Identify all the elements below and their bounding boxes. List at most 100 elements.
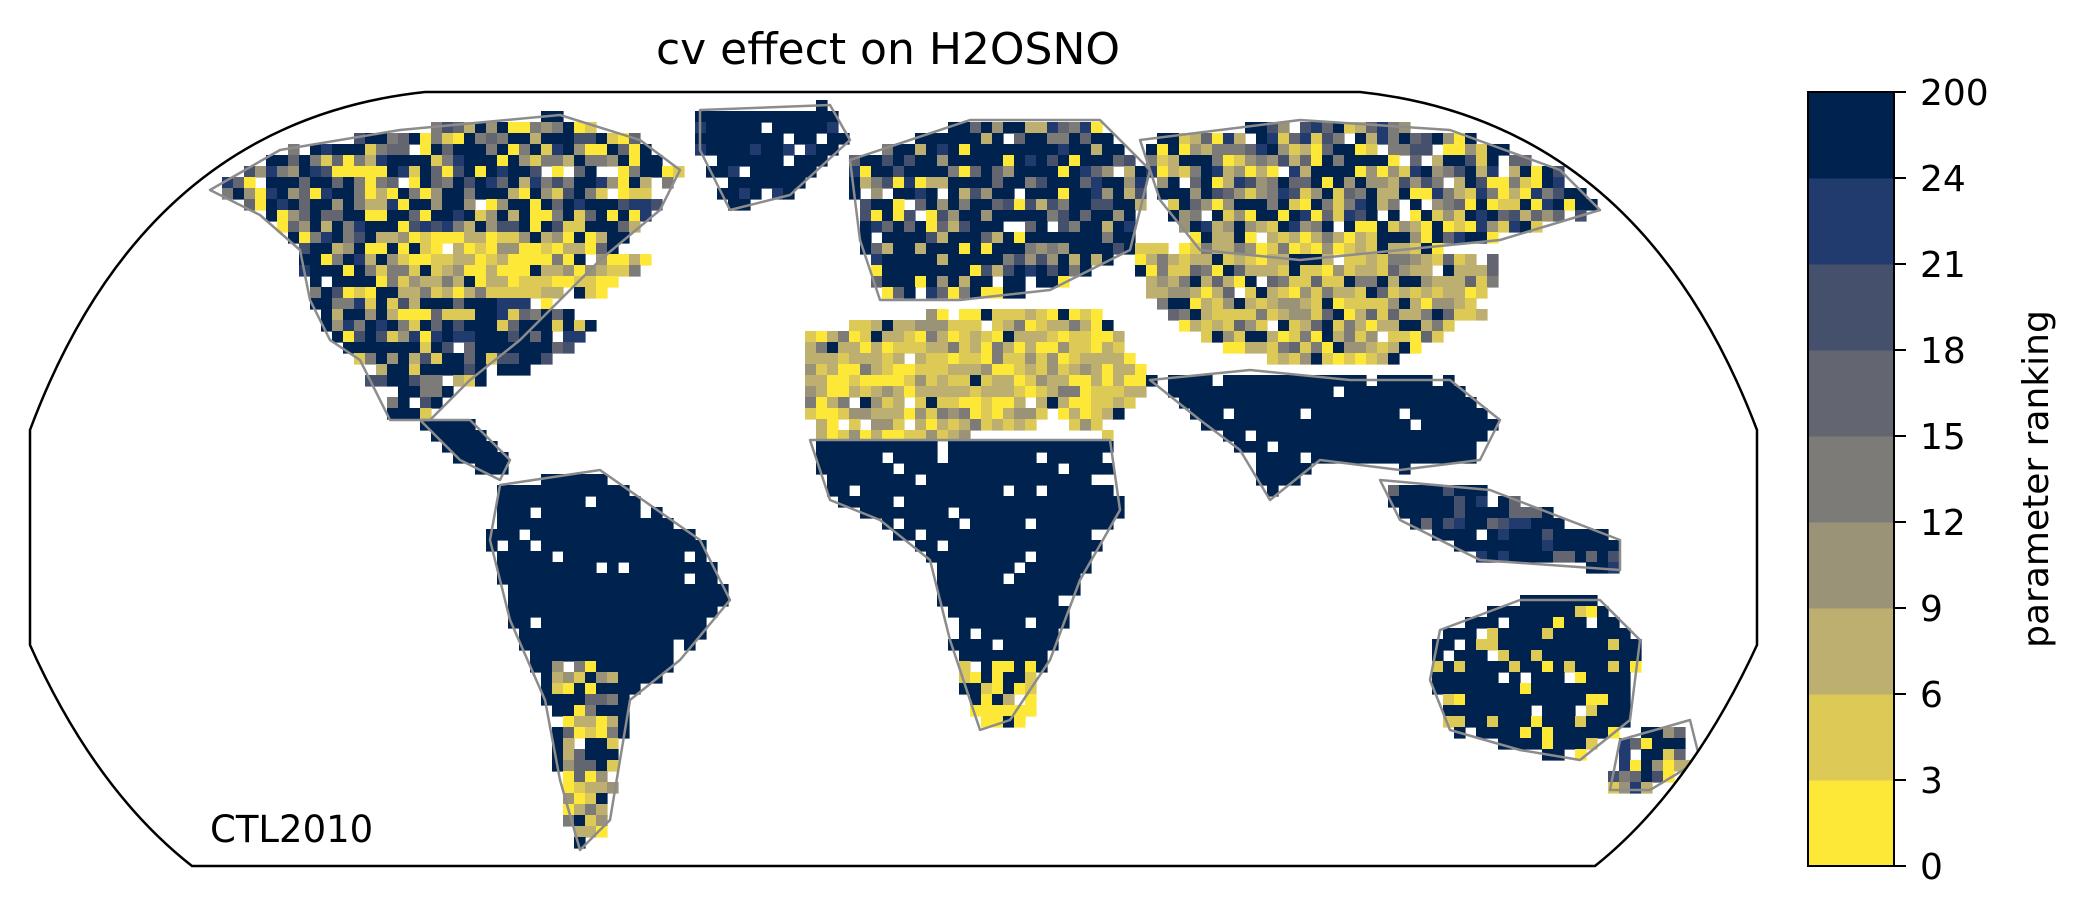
land-cell [398,331,410,343]
land-cell [1586,672,1598,684]
land-cell [1223,375,1235,387]
colorbar-tick-label: 3 [1920,761,1943,802]
land-cell [563,628,575,640]
land-cell [442,210,454,222]
land-cell [1157,155,1169,167]
land-cell [915,254,927,266]
land-cell [1366,320,1378,332]
land-cell [1542,727,1554,739]
land-cell [1355,177,1367,189]
land-cell [1476,287,1488,299]
land-cell [1465,617,1477,629]
land-cell [585,804,597,816]
land-cell [1432,298,1444,310]
land-cell [1454,518,1466,530]
land-cell [1025,243,1037,255]
land-cell [519,342,531,354]
land-cell [1058,320,1070,332]
land-cell [442,364,454,376]
land-cell [1399,232,1411,244]
land-cell [981,375,993,387]
land-cell [508,606,520,618]
land-cell [1575,188,1587,200]
land-cell [1300,320,1312,332]
land-cell [266,155,278,167]
land-cell [1036,232,1048,244]
land-cell [596,540,608,552]
land-cell [948,639,960,651]
land-cell [959,441,971,453]
land-cell [926,177,938,189]
land-cell [1267,287,1279,299]
land-cell [574,166,586,178]
land-cell [596,617,608,629]
land-cell [1003,639,1015,651]
land-cell [1586,738,1598,750]
land-cell [442,155,454,167]
land-cell [1487,639,1499,651]
land-cell [1069,254,1081,266]
land-cell [1223,309,1235,321]
land-cell [651,617,663,629]
land-cell [310,232,322,244]
coastline [1608,718,1702,792]
land-cell [585,133,597,145]
land-cell [640,551,652,563]
land-cell [1531,672,1543,684]
land-cell [1432,133,1444,145]
land-cell [1025,661,1037,673]
land-cell [992,364,1004,376]
land-cell [618,672,630,684]
land-cell [948,430,960,442]
land-cell [926,331,938,343]
land-cell [1003,276,1015,288]
land-cell [640,606,652,618]
land-cell [827,463,839,475]
land-cell [1212,408,1224,420]
land-cell [662,595,674,607]
land-cell [563,771,575,783]
land-cell [475,375,487,387]
land-cell [827,353,839,365]
land-cell [1190,298,1202,310]
land-cell [893,430,905,442]
land-cell [739,111,751,123]
land-cell [816,408,828,420]
land-cell [904,485,916,497]
land-cell [1311,287,1323,299]
land-cell [519,584,531,596]
land-cell [321,298,333,310]
land-cell [541,144,553,156]
land-cell [1036,518,1048,530]
land-cell [464,276,476,288]
land-cell [596,815,608,827]
land-cell [1267,408,1279,420]
land-cell [387,287,399,299]
land-cell [409,177,421,189]
land-cell [519,540,531,552]
land-cell [992,650,1004,662]
land-cell [1663,727,1675,739]
land-cell [1278,188,1290,200]
land-cell [1531,716,1543,728]
land-cell [882,265,894,277]
land-cell [629,562,641,574]
land-cell [948,397,960,409]
land-cell [376,221,388,233]
land-cell [1201,386,1213,398]
land-cell [1278,397,1290,409]
land-cell [1333,276,1345,288]
land-cell [893,232,905,244]
land-cell [1531,639,1543,651]
land-cell [717,166,729,178]
land-cell [926,364,938,376]
land-cell [871,408,883,420]
land-cell [453,364,465,376]
land-cell [299,221,311,233]
land-cell [860,485,872,497]
land-cell [1586,551,1598,563]
land-cell [816,452,828,464]
land-cell [937,155,949,167]
land-cell [1388,177,1400,189]
